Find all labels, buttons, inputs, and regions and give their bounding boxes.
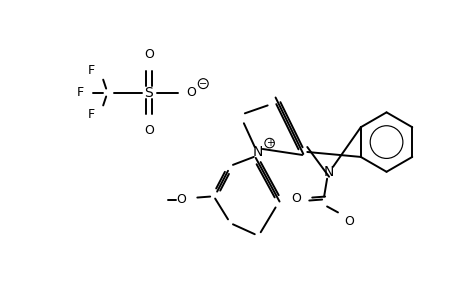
Text: O: O [186,86,196,99]
Text: +: + [265,138,273,148]
Text: O: O [291,192,301,205]
Text: −: − [199,79,207,88]
Text: O: O [144,48,153,62]
Text: O: O [176,193,186,206]
Text: F: F [77,86,84,99]
Text: F: F [88,64,95,77]
Text: S: S [144,85,153,100]
Text: O: O [144,124,153,137]
Text: O: O [343,215,353,228]
Text: N: N [252,145,263,159]
Text: N: N [323,165,334,179]
Text: F: F [88,108,95,121]
